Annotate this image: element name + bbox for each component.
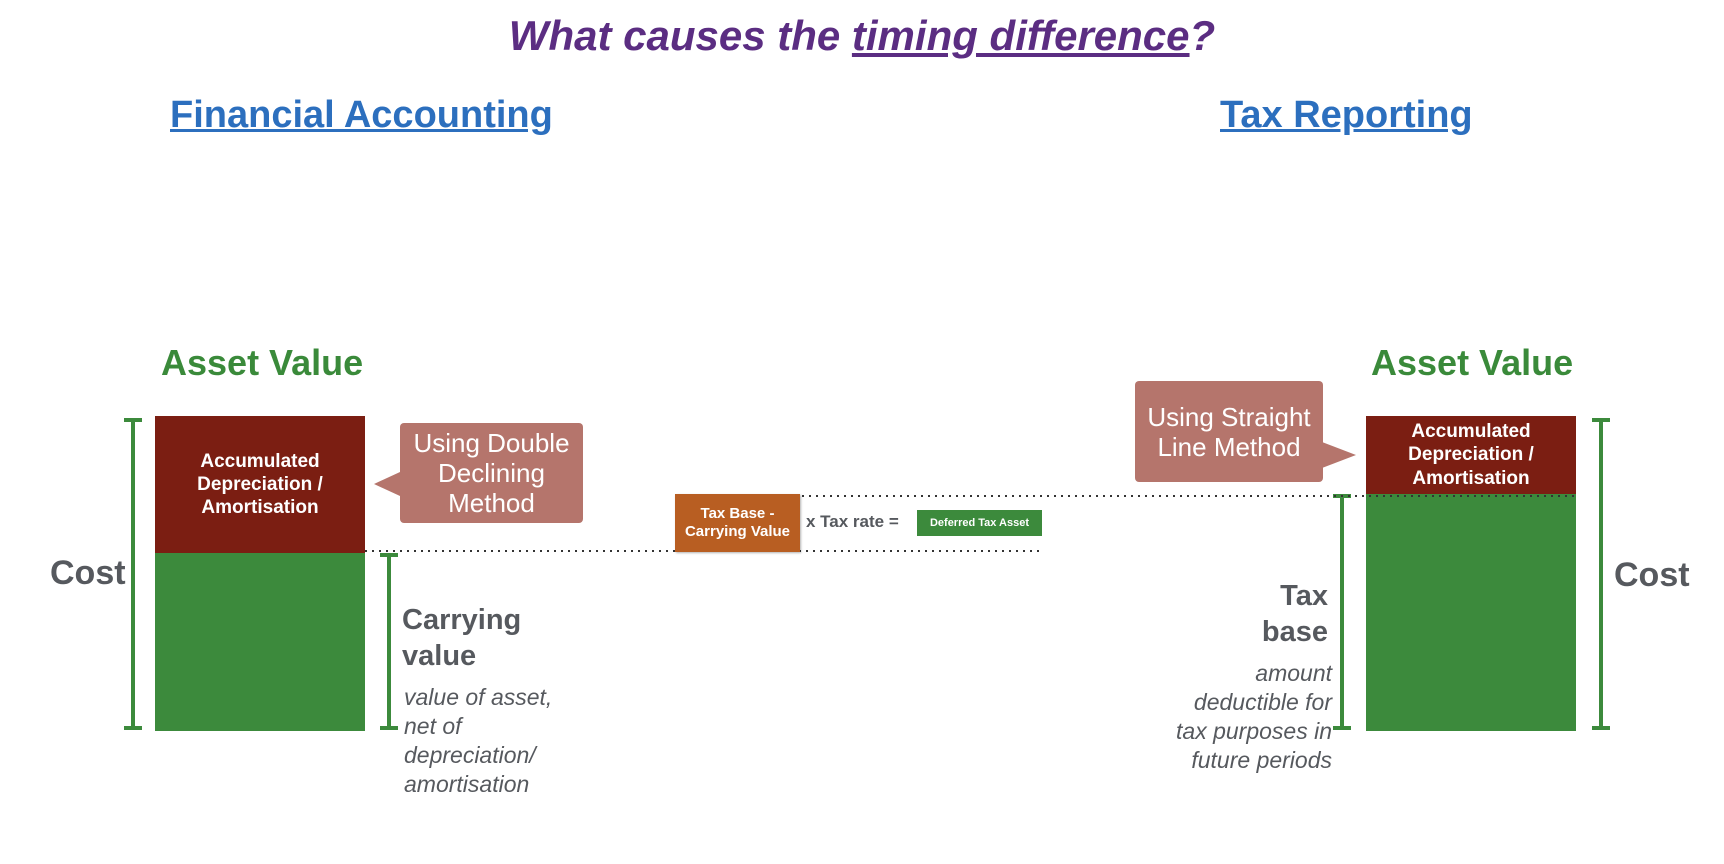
right-tax-base-block (1366, 494, 1576, 731)
left-carrying-value-bracket (380, 553, 398, 730)
carrying-value-label: Carrying value (402, 602, 521, 674)
right-callout-line-2: Line Method (1157, 431, 1301, 462)
right-dep-line-3: Amortisation (1412, 467, 1530, 489)
title-underlined: timing difference (851, 12, 1190, 59)
tax-note-line-2: deductible for (1193, 689, 1332, 715)
tax-note-line-1: amount (1255, 660, 1332, 686)
right-accumulated-depreciation-block: Accumulated Depreciation / Amortisation (1366, 416, 1576, 494)
tax-base-line-1: Tax (1280, 580, 1328, 612)
tax-base-note: amount deductible for tax purposes in fu… (1176, 659, 1332, 775)
tax-base-label: Tax base (1262, 578, 1328, 650)
tax-base-minus-carrying-box: Tax Base - Carrying Value (675, 494, 800, 552)
tax-reporting-heading: Tax Reporting (1220, 94, 1473, 136)
double-declining-callout: Using Double Declining Method (400, 423, 583, 523)
deferred-tax-asset-box: Deferred Tax Asset (917, 510, 1042, 536)
left-cost-bracket (124, 418, 142, 730)
left-accumulated-depreciation-block: Accumulated Depreciation / Amortisation (155, 416, 365, 553)
left-carrying-value-block (155, 553, 365, 731)
left-dep-line-2: Depreciation / (197, 473, 323, 495)
tax-note-line-4: future periods (1191, 747, 1332, 773)
tax-note-line-3: tax purposes in (1176, 718, 1332, 744)
left-dep-line-1: Accumulated (200, 450, 320, 472)
carrying-value-note: value of asset, net of depreciation/ amo… (404, 683, 552, 799)
financial-accounting-heading: Financial Accounting (170, 94, 553, 136)
left-dep-line-3: Amortisation (201, 497, 319, 519)
right-cost-bracket (1592, 418, 1610, 730)
tax-rate-operator: x Tax rate = (806, 512, 899, 531)
right-callout-pointer (1322, 442, 1356, 468)
right-dep-line-2: Depreciation / (1408, 444, 1534, 466)
carrying-note-line-1: value of asset, (404, 684, 553, 710)
tax-base-line-2: base (1261, 616, 1328, 648)
formula-box-line-2: Carrying Value (684, 523, 791, 540)
carrying-note-line-4: amortisation (404, 771, 530, 797)
right-dep-line-1: Accumulated (1411, 421, 1531, 443)
carrying-value-line-1: Carrying (402, 604, 522, 636)
left-callout-pointer (374, 472, 400, 496)
right-tax-base-bracket (1333, 494, 1351, 730)
title-prefix: What causes the (508, 12, 852, 59)
left-callout-line-1: Using Double (413, 428, 570, 458)
formula-box-line-1: Tax Base - (700, 505, 775, 522)
left-callout-line-3: Method (448, 488, 535, 518)
right-callout-line-1: Using Straight (1147, 401, 1311, 432)
title-suffix: ? (1189, 12, 1216, 59)
page-title: What causes the timing difference? (0, 12, 1724, 60)
left-asset-value-heading: Asset Value (161, 342, 364, 383)
carrying-value-line-2: value (402, 640, 477, 672)
right-cost-label: Cost (1614, 556, 1690, 594)
left-cost-label: Cost (50, 554, 126, 592)
carrying-note-line-2: net of (404, 713, 462, 739)
right-asset-value-heading: Asset Value (1371, 342, 1574, 383)
straight-line-callout: Using Straight Line Method (1135, 381, 1323, 482)
left-callout-line-2: Declining (438, 458, 545, 488)
carrying-note-line-3: depreciation/ (404, 742, 536, 768)
